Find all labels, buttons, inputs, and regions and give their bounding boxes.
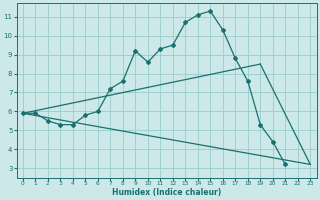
X-axis label: Humidex (Indice chaleur): Humidex (Indice chaleur) (112, 188, 221, 197)
